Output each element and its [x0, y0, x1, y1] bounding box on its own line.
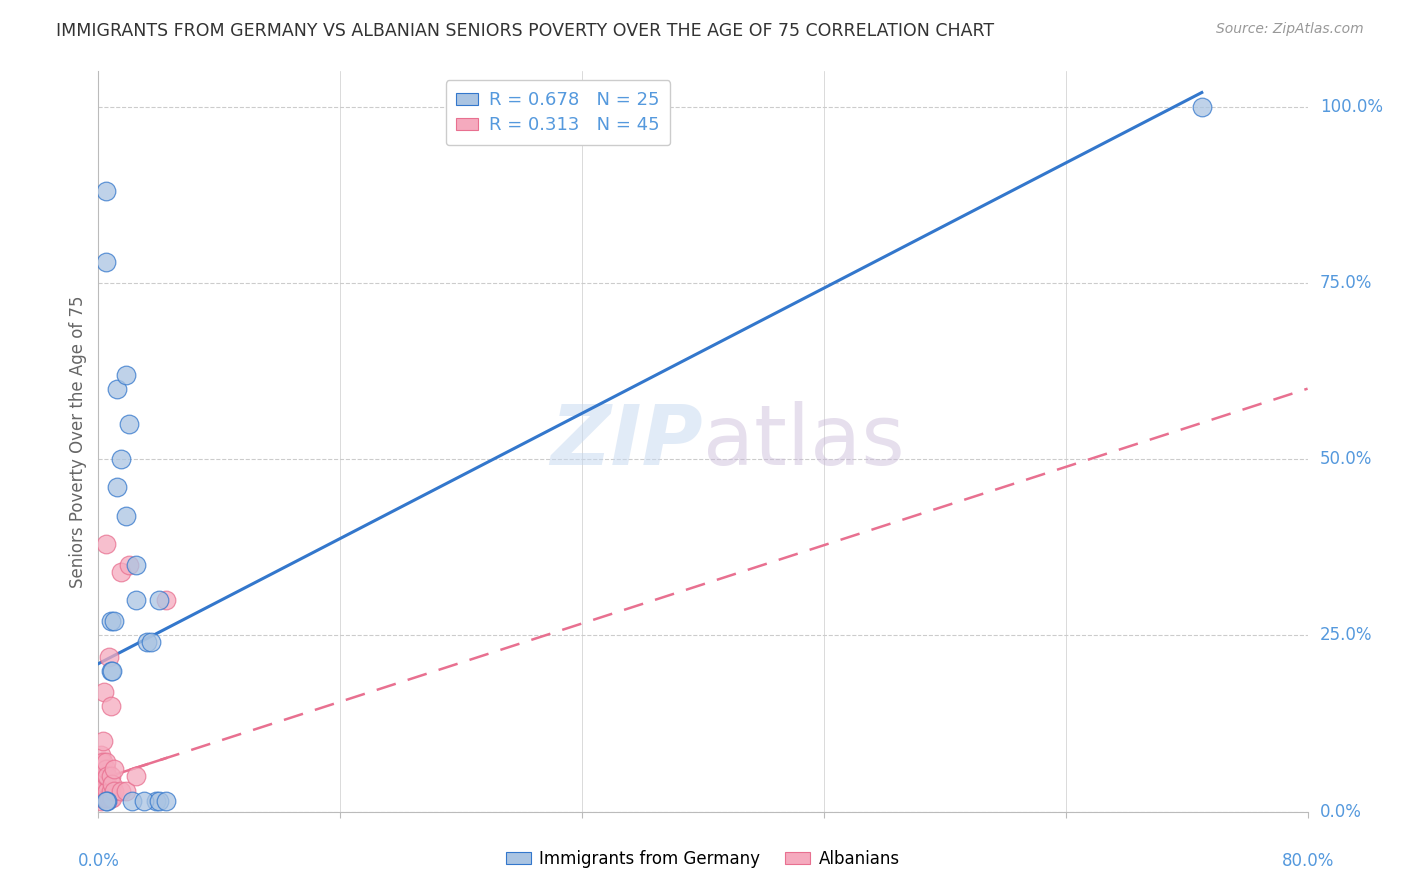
- Point: [91, 769, 114, 783]
- Point: [94, 763, 117, 777]
- Text: 25.0%: 25.0%: [1320, 626, 1372, 644]
- Point: [94, 790, 117, 805]
- Legend: Immigrants from Germany, Albanians: Immigrants from Germany, Albanians: [499, 844, 907, 875]
- Point: [94, 794, 117, 808]
- Point: [98, 790, 121, 805]
- Point: [114, 783, 136, 797]
- Point: [101, 790, 124, 805]
- Point: [105, 480, 128, 494]
- Point: [93, 685, 115, 699]
- Point: [105, 382, 128, 396]
- Point: [100, 615, 122, 629]
- Point: [114, 508, 136, 523]
- Point: [121, 794, 143, 808]
- Point: [103, 763, 125, 777]
- Point: [94, 776, 117, 790]
- Text: 0.0%: 0.0%: [1320, 803, 1361, 821]
- Point: [125, 558, 148, 572]
- Point: [91, 756, 114, 770]
- Point: [148, 794, 170, 808]
- Point: [94, 184, 117, 198]
- Point: [90, 783, 112, 797]
- Legend: R = 0.678   N = 25, R = 0.313   N = 45: R = 0.678 N = 25, R = 0.313 N = 45: [446, 80, 671, 145]
- Point: [1191, 100, 1213, 114]
- Point: [118, 417, 141, 431]
- Point: [110, 565, 132, 579]
- Point: [100, 790, 122, 805]
- Point: [118, 558, 141, 572]
- Point: [101, 776, 124, 790]
- Point: [155, 794, 177, 808]
- Point: [125, 593, 148, 607]
- Point: [145, 794, 167, 808]
- Text: 0.0%: 0.0%: [77, 853, 120, 871]
- Point: [94, 756, 117, 770]
- Point: [90, 748, 112, 763]
- Point: [93, 790, 115, 805]
- Point: [90, 790, 112, 805]
- Point: [96, 794, 118, 808]
- Point: [94, 254, 117, 268]
- Point: [141, 635, 163, 649]
- Point: [100, 698, 122, 713]
- Point: [100, 664, 122, 678]
- Text: atlas: atlas: [703, 401, 904, 482]
- Point: [125, 769, 148, 783]
- Point: [96, 783, 118, 797]
- Point: [96, 769, 118, 783]
- Point: [103, 783, 125, 797]
- Point: [94, 769, 117, 783]
- Text: ZIP: ZIP: [550, 401, 703, 482]
- Point: [155, 593, 177, 607]
- Text: 75.0%: 75.0%: [1320, 274, 1372, 292]
- Point: [100, 783, 122, 797]
- Point: [90, 763, 112, 777]
- Point: [91, 734, 114, 748]
- Text: IMMIGRANTS FROM GERMANY VS ALBANIAN SENIORS POVERTY OVER THE AGE OF 75 CORRELATI: IMMIGRANTS FROM GERMANY VS ALBANIAN SENI…: [56, 22, 994, 40]
- Point: [94, 783, 117, 797]
- Text: 80.0%: 80.0%: [1281, 853, 1334, 871]
- Point: [103, 615, 125, 629]
- Point: [132, 794, 155, 808]
- Point: [110, 452, 132, 467]
- Point: [90, 787, 112, 801]
- Point: [101, 664, 124, 678]
- Point: [114, 368, 136, 382]
- Point: [148, 593, 170, 607]
- Point: [90, 776, 112, 790]
- Point: [90, 756, 112, 770]
- Point: [93, 769, 115, 783]
- Point: [90, 794, 112, 808]
- Point: [91, 783, 114, 797]
- Point: [96, 790, 118, 805]
- Text: Source: ZipAtlas.com: Source: ZipAtlas.com: [1216, 22, 1364, 37]
- Point: [91, 776, 114, 790]
- Point: [100, 769, 122, 783]
- Point: [94, 537, 117, 551]
- Text: 50.0%: 50.0%: [1320, 450, 1372, 468]
- Point: [93, 783, 115, 797]
- Point: [91, 790, 114, 805]
- Point: [135, 635, 157, 649]
- Point: [98, 649, 121, 664]
- Point: [90, 769, 112, 783]
- Y-axis label: Seniors Poverty Over the Age of 75: Seniors Poverty Over the Age of 75: [69, 295, 87, 588]
- Text: 100.0%: 100.0%: [1320, 97, 1382, 116]
- Point: [110, 783, 132, 797]
